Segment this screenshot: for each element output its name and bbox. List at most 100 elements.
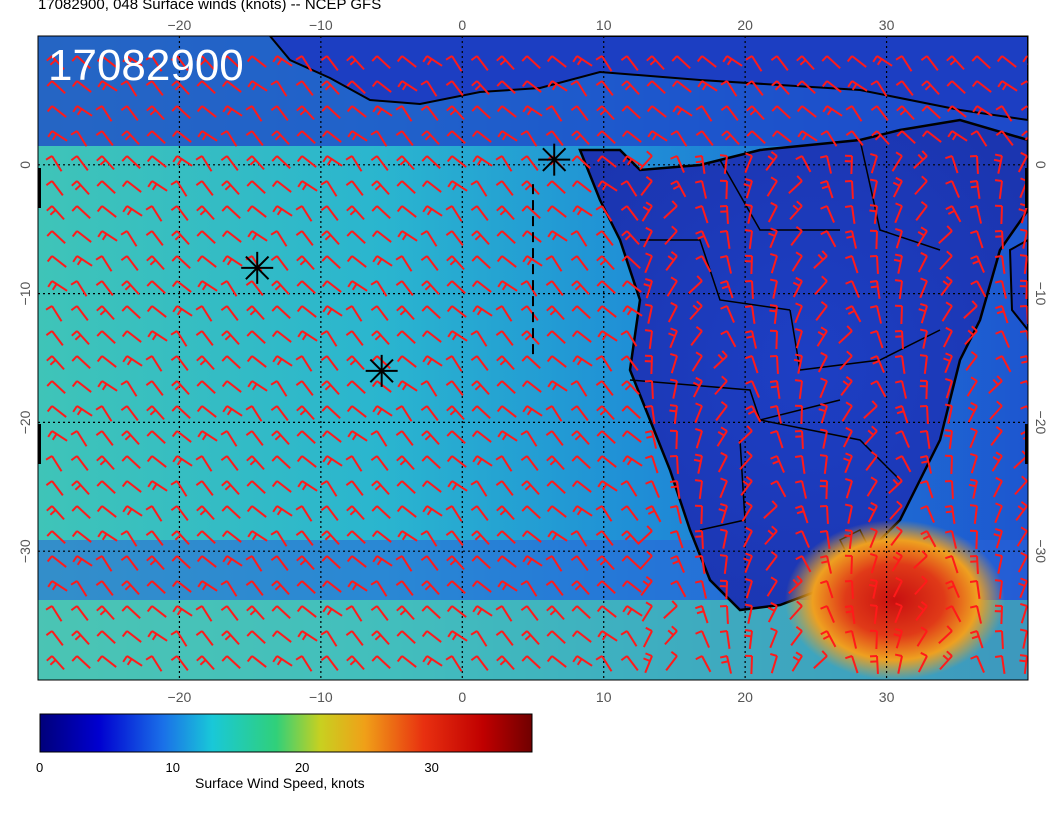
wind-barb xyxy=(145,655,163,672)
wind-barb xyxy=(839,350,853,371)
wind-barb xyxy=(95,255,113,272)
wind-barb xyxy=(790,625,803,646)
wind-barb xyxy=(844,529,853,549)
wind-barb xyxy=(744,152,753,174)
wind-barb xyxy=(345,155,363,172)
wind-barb xyxy=(397,80,418,92)
lat-tick-label: 0 xyxy=(17,161,33,169)
wind-barb xyxy=(944,403,953,424)
wind-barb xyxy=(820,230,837,248)
wind-barb xyxy=(993,153,1003,174)
wind-barb xyxy=(172,305,193,317)
wind-barb xyxy=(445,80,464,96)
wind-barb xyxy=(820,580,834,599)
wind-barb xyxy=(171,105,191,120)
wind-barb xyxy=(245,430,264,446)
wind-barb xyxy=(546,630,566,645)
wind-barb xyxy=(819,479,828,500)
lat-tick-label: −20 xyxy=(17,410,33,434)
wind-barb xyxy=(663,600,678,620)
wind-barb xyxy=(145,55,163,72)
lon-tick-label: 30 xyxy=(879,17,895,33)
wind-barb xyxy=(945,555,959,574)
wind-barb xyxy=(939,650,953,671)
wind-barb xyxy=(894,279,903,299)
wind-barb xyxy=(721,130,740,146)
wind-barb xyxy=(916,226,928,247)
lat-tick-label: −20 xyxy=(1033,411,1049,435)
wind-barb xyxy=(719,528,728,549)
wind-barb xyxy=(422,55,443,67)
wind-barb xyxy=(970,630,984,649)
wind-barb xyxy=(719,554,728,574)
wind-barb xyxy=(915,600,928,621)
wind-barb xyxy=(71,205,91,220)
wind-barb xyxy=(471,130,492,143)
wind-barb xyxy=(245,555,263,572)
wind-barb xyxy=(45,180,64,196)
wind-barb xyxy=(921,80,940,96)
wind-barb xyxy=(571,605,591,620)
wind-barb xyxy=(46,505,65,521)
wind-barb xyxy=(921,105,941,120)
wind-barb xyxy=(171,580,192,593)
wind-barb xyxy=(845,655,859,674)
wind-barb xyxy=(297,480,318,492)
wind-barb xyxy=(446,555,465,571)
wind-barb xyxy=(470,330,488,347)
wind-barb xyxy=(771,80,790,96)
wind-barb xyxy=(296,405,315,421)
wind-barb xyxy=(994,255,1006,274)
wind-barb xyxy=(720,330,737,348)
wind-barb xyxy=(894,602,903,624)
wind-barb xyxy=(794,480,808,499)
wind-barb xyxy=(821,55,841,70)
wind-barb xyxy=(621,230,640,246)
storm-markers xyxy=(241,143,571,387)
wind-barb xyxy=(694,180,708,199)
wind-barb xyxy=(844,205,856,224)
wind-barb xyxy=(395,405,413,422)
wind-barb xyxy=(271,580,290,596)
wind-barb xyxy=(471,230,490,246)
wind-barb xyxy=(395,555,413,572)
wind-barb xyxy=(246,205,267,218)
wind-barb xyxy=(522,405,543,417)
wind-barb xyxy=(545,105,563,122)
wind-barb xyxy=(1019,654,1028,674)
wind-barb xyxy=(644,252,653,274)
wind-barb xyxy=(946,80,966,95)
wind-barb xyxy=(196,230,216,245)
wind-barb xyxy=(763,500,778,520)
wind-barb xyxy=(371,355,391,370)
wind-barb xyxy=(271,155,291,170)
wind-barb xyxy=(470,480,488,497)
wind-barb xyxy=(696,55,717,68)
wind-barb xyxy=(895,80,914,96)
wind-barb xyxy=(146,280,166,295)
wind-barb xyxy=(221,355,241,370)
wind-barb xyxy=(921,130,942,143)
north-africa-land xyxy=(268,36,1028,122)
wind-barb xyxy=(744,254,753,275)
wind-barb xyxy=(495,480,514,496)
wind-barb xyxy=(321,580,342,593)
wind-barb xyxy=(496,55,515,71)
wind-barb xyxy=(917,651,928,673)
wind-barb xyxy=(695,427,703,449)
wind-barb xyxy=(845,130,864,146)
wind-barb xyxy=(520,280,538,297)
wind-barb xyxy=(717,451,728,473)
wind-barb xyxy=(396,180,416,195)
wind-barb xyxy=(620,480,638,497)
wind-barb xyxy=(920,530,937,548)
wind-barb xyxy=(546,355,567,368)
wind-barb xyxy=(771,105,791,120)
wind-barb xyxy=(820,205,835,223)
wind-barb xyxy=(670,352,678,374)
wind-barb xyxy=(70,130,88,147)
wind-barb xyxy=(597,330,618,342)
wind-barb xyxy=(890,525,903,546)
wind-barb xyxy=(770,430,784,449)
wind-barb xyxy=(894,202,903,224)
